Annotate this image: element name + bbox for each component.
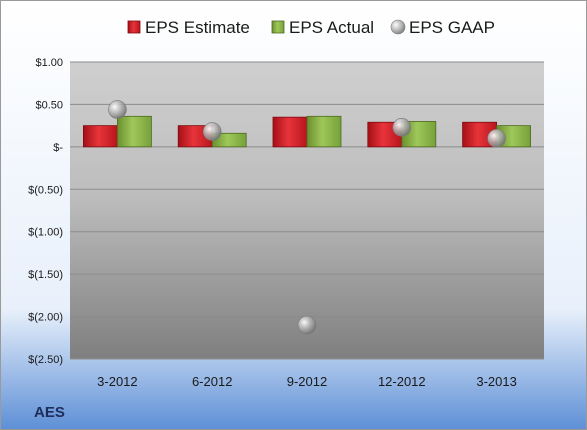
ticker-label: AES <box>34 404 65 421</box>
gridlines <box>70 61 544 360</box>
bar-eps-estimate <box>272 116 308 148</box>
x-tick-label: 12-2012 <box>378 374 426 389</box>
y-tick-label: $(1.50) <box>28 269 63 281</box>
plot-area <box>70 62 544 359</box>
legend: EPS Estimate EPS Actual EPS GAAP <box>127 18 495 37</box>
x-tick-label: 3-2013 <box>476 374 516 389</box>
x-tick-label: 3-2012 <box>97 374 137 389</box>
bar-eps-estimate <box>83 125 118 148</box>
point-eps-gaap <box>487 129 506 148</box>
y-tick-label: $(0.50) <box>28 184 63 196</box>
y-tick-label: $0.50 <box>35 99 63 111</box>
x-tick-label: 6-2012 <box>192 374 232 389</box>
y-tick-label: $1.00 <box>35 57 63 69</box>
point-eps-gaap <box>108 100 127 119</box>
x-axis: 3-2012 6-2012 9-2012 12-2012 3-2013 <box>97 374 517 389</box>
y-axis: $1.00 $0.50 $- $(0.50) $(1.00) $(1.50) $(2.00)… <box>28 57 63 366</box>
bars <box>83 115 532 148</box>
point-eps-gaap <box>297 315 317 335</box>
x-tick-label: 9-2012 <box>287 374 327 389</box>
y-tick-label: $(1.00) <box>28 227 63 239</box>
bar-eps-estimate <box>367 121 403 148</box>
y-tick-label: $- <box>53 142 63 154</box>
point-eps-gaap <box>202 122 222 141</box>
legend-swatch-eps-actual <box>271 20 285 34</box>
legend-label: EPS GAAP <box>409 18 495 37</box>
legend-label: EPS Estimate <box>145 18 250 37</box>
point-eps-gaap <box>392 118 412 137</box>
y-tick-label: $(2.00) <box>28 312 63 324</box>
bar-eps-actual <box>117 115 152 148</box>
gaap-points <box>108 100 506 335</box>
legend-swatch-eps-estimate <box>127 20 141 34</box>
legend-label: EPS Actual <box>289 18 374 37</box>
legend-swatch-eps-gaap <box>390 19 406 35</box>
bar-eps-actual <box>306 115 342 148</box>
y-tick-label: $(2.50) <box>28 354 63 366</box>
